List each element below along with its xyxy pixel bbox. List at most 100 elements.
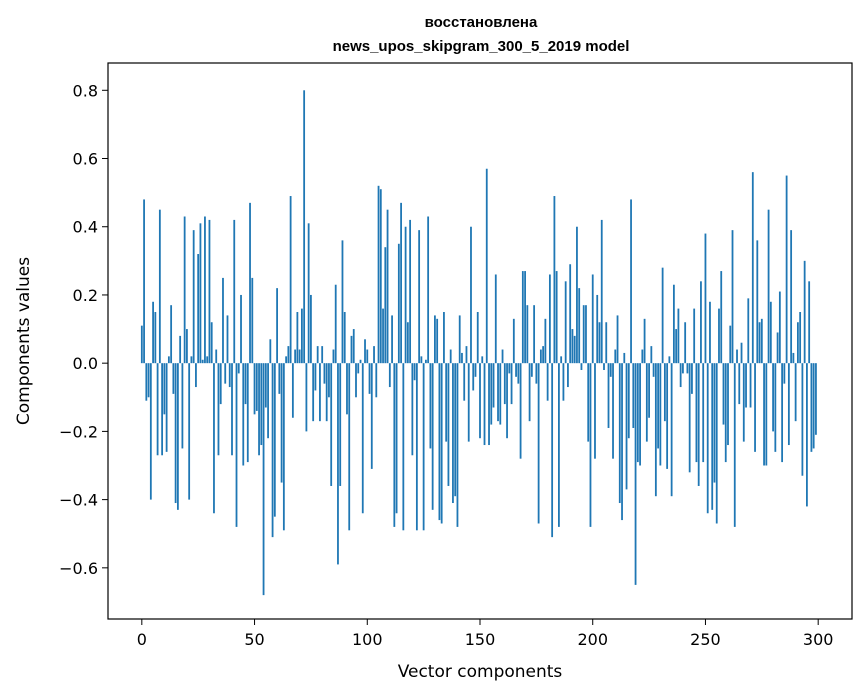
x-tick-label: 100: [352, 630, 383, 649]
x-axis-ticks: 0 50 100 150 200 250 300: [137, 619, 833, 649]
bar: [643, 318, 646, 364]
bar: [731, 230, 734, 364]
bar: [406, 322, 409, 364]
bar: [366, 349, 369, 364]
bar: [670, 363, 673, 497]
bar: [352, 329, 355, 364]
bar: [188, 363, 191, 500]
bar: [740, 342, 743, 364]
bar: [612, 363, 614, 459]
bar: [519, 363, 522, 459]
bar: [756, 240, 759, 364]
bar: [190, 356, 193, 364]
bar: [294, 349, 297, 364]
bar: [314, 363, 317, 391]
bar: [156, 363, 159, 456]
bar: [803, 260, 806, 364]
bar: [490, 363, 493, 425]
bar: [765, 363, 768, 466]
bar: [688, 363, 691, 473]
bar: [594, 363, 596, 459]
bar: [517, 363, 520, 384]
bar: [526, 305, 529, 364]
bar: [571, 329, 574, 364]
bar: [382, 308, 384, 364]
bar: [600, 219, 603, 364]
bar: [149, 363, 152, 500]
bar: [763, 363, 765, 466]
bar: [330, 363, 333, 486]
y-tick-label: −0.6: [59, 559, 98, 578]
bar: [213, 363, 215, 514]
bar: [267, 363, 269, 439]
bar: [418, 230, 421, 364]
bar: [625, 363, 628, 490]
bar: [510, 363, 513, 405]
bar: [278, 363, 281, 394]
y-axis-label: Components values: [14, 257, 34, 425]
bar: [258, 363, 260, 456]
bar: [370, 363, 373, 469]
bar: [328, 363, 330, 398]
bar: [454, 363, 457, 497]
bar: [373, 346, 375, 364]
plot-frame: [107, 62, 853, 620]
bar: [659, 363, 662, 466]
bar: [591, 274, 594, 364]
bar: [562, 363, 565, 401]
bar: [675, 329, 678, 364]
y-tick-label: 0.0: [73, 354, 98, 373]
bar: [280, 363, 283, 483]
bar: [720, 271, 723, 364]
bar: [140, 325, 143, 364]
bar: [388, 363, 391, 388]
bar: [754, 363, 756, 452]
y-tick-label: 0.6: [73, 150, 98, 169]
bar: [208, 219, 211, 364]
bar: [634, 363, 637, 585]
bar: [206, 356, 209, 364]
bar: [693, 308, 696, 364]
bar: [727, 363, 729, 446]
bar: [434, 315, 436, 364]
bar: [567, 363, 569, 388]
bar: [749, 363, 752, 408]
bar: [393, 363, 396, 527]
bar: [801, 363, 804, 476]
bar: [260, 363, 263, 446]
bar: [312, 363, 315, 422]
bar: [163, 363, 166, 415]
bar: [508, 363, 511, 374]
bar: [463, 363, 466, 401]
bar: [769, 301, 772, 364]
bar: [251, 277, 254, 364]
bar: [639, 363, 641, 466]
bar: [488, 363, 490, 446]
bar: [492, 363, 495, 408]
bar: [183, 216, 186, 364]
bar: [443, 312, 445, 364]
bar: [810, 363, 813, 452]
bar: [641, 349, 644, 364]
bar: [553, 196, 556, 364]
bar: [217, 363, 220, 456]
bar: [551, 363, 554, 538]
bar: [650, 346, 653, 364]
bar: [364, 339, 366, 364]
bar: [695, 363, 698, 463]
bar: [391, 315, 393, 364]
bar: [449, 349, 452, 364]
bar: [228, 363, 231, 388]
bar: [262, 363, 265, 596]
bar: [429, 363, 432, 449]
bar: [796, 322, 799, 364]
bar: [300, 308, 303, 364]
bar: [255, 363, 258, 411]
bar: [210, 322, 213, 364]
bar: [400, 202, 402, 364]
bar: [192, 230, 195, 364]
bar: [368, 363, 371, 394]
bar: [226, 315, 229, 364]
bar: [607, 363, 610, 428]
